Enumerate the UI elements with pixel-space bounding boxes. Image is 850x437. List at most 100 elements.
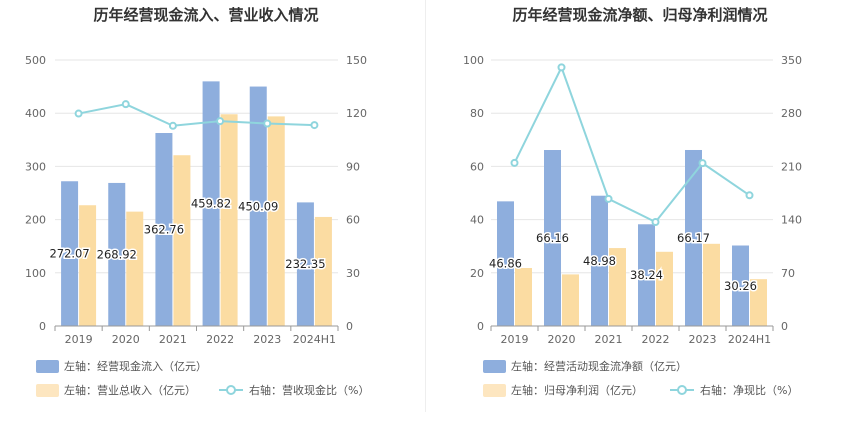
- bar-1-secondary-3[interactable]: [656, 251, 673, 326]
- ratio-line: [510, 63, 754, 227]
- legend-label: 右轴：营收现金比（%）: [249, 383, 369, 397]
- y-right-tick-label: 280: [781, 107, 802, 120]
- ratio-point-5[interactable]: [310, 121, 319, 130]
- ratio-point-0[interactable]: [74, 109, 83, 118]
- bars: [497, 149, 767, 326]
- ratio-point-1[interactable]: [557, 63, 566, 72]
- bar-1-primary-2[interactable]: [591, 195, 608, 326]
- legend-item-ratio[interactable]: 右轴：净现比（%）: [670, 383, 798, 397]
- axes: 0 0 20 70 40 140 60 210 80 280 100 350 2019 2020 2021 2…: [463, 54, 802, 346]
- data-label: 268.92: [97, 247, 137, 261]
- ratio-point-0[interactable]: [510, 158, 519, 167]
- bar-1-primary-0[interactable]: [497, 201, 514, 326]
- ratio-line: [74, 100, 319, 130]
- ratio-point-3[interactable]: [216, 117, 225, 126]
- bar-1-primary-3[interactable]: [638, 224, 655, 326]
- bar-1-primary-5[interactable]: [732, 245, 749, 326]
- bar-1-secondary-2[interactable]: [609, 248, 626, 326]
- x-tick-label: 2021: [595, 333, 623, 346]
- legend-swatch: [36, 384, 59, 397]
- y-right-tick-label: 30: [346, 267, 360, 280]
- bar-1-secondary-0[interactable]: [515, 268, 532, 326]
- y-right-tick-label: 350: [781, 54, 802, 67]
- ratio-point-5[interactable]: [745, 191, 754, 200]
- x-tick-label: 2022: [642, 333, 670, 346]
- bar-1-secondary-4[interactable]: [703, 243, 720, 326]
- y-left-tick-label: 500: [25, 54, 46, 67]
- legend-label: 左轴：归母净利润（亿元）: [511, 383, 643, 397]
- bar-1-primary-4[interactable]: [685, 149, 702, 326]
- x-tick-label: 2023: [689, 333, 717, 346]
- y-right-tick-label: 0: [781, 320, 788, 333]
- legend-label: 左轴：营业总收入（亿元）: [64, 383, 196, 397]
- data-label: 48.98: [583, 254, 616, 268]
- bar-0-primary-2[interactable]: [155, 133, 173, 326]
- y-right-tick-label: 90: [346, 160, 360, 173]
- y-right-tick-label: 140: [781, 214, 802, 227]
- legend-item-net-cashflow[interactable]: 左轴：经营活动现金流净额（亿元）: [483, 359, 687, 373]
- bar-0-primary-1[interactable]: [108, 182, 126, 326]
- legend-label: 右轴：净现比（%）: [700, 383, 798, 397]
- bar-1-secondary-5[interactable]: [750, 279, 767, 326]
- bar-0-primary-5[interactable]: [296, 202, 314, 326]
- ratio-polyline: [78, 103, 315, 127]
- y-right-tick-label: 60: [346, 214, 360, 227]
- legend-marker: [226, 385, 236, 395]
- x-tick-label: 2019: [501, 333, 529, 346]
- bar-1-secondary-1[interactable]: [562, 274, 579, 326]
- x-tick-label: 2019: [65, 333, 93, 346]
- x-tick-label: 2021: [159, 333, 187, 346]
- x-tick-label: 2022: [206, 333, 234, 346]
- ratio-point-3[interactable]: [651, 218, 660, 227]
- ratio-polyline: [513, 64, 751, 224]
- y-left-tick-label: 100: [463, 54, 484, 67]
- data-label: 232.35: [285, 257, 325, 271]
- y-left-tick-label: 20: [470, 267, 484, 280]
- data-label: 272.07: [49, 247, 89, 261]
- data-label: 30.26: [724, 279, 757, 293]
- axes: 0 0 100 30 200 60 300 90 400 120 500 150 2019 2020 202…: [25, 54, 367, 346]
- legend-item-revenue[interactable]: 左轴：营业总收入（亿元）: [36, 383, 196, 397]
- bar-0-secondary-3[interactable]: [220, 114, 238, 326]
- bar-0-secondary-4[interactable]: [267, 116, 285, 326]
- bar-0-primary-4[interactable]: [249, 86, 267, 326]
- legend-swatch: [483, 360, 506, 373]
- y-left-tick-label: 300: [25, 160, 46, 173]
- y-left-tick-label: 80: [470, 107, 484, 120]
- legend-label: 左轴：经营活动现金流净额（亿元）: [511, 359, 687, 373]
- data-label: 362.76: [144, 223, 184, 237]
- legend-item-net-profit[interactable]: 左轴：归母净利润（亿元）: [483, 383, 643, 397]
- data-labels: 272.07 268.92 362.76 459.82 450.09 232.35: [48, 195, 327, 273]
- chart-title: 历年经营现金流净额、归母净利润情况: [512, 6, 767, 24]
- x-tick-label: 2024H1: [728, 333, 771, 346]
- bar-0-secondary-2[interactable]: [173, 155, 191, 326]
- y-right-tick-label: 0: [346, 320, 353, 333]
- legend: 左轴：经营活动现金流净额（亿元） 左轴：归母净利润（亿元） 右轴：净现比（%）: [483, 359, 798, 397]
- bar-0-secondary-0[interactable]: [79, 205, 97, 326]
- bar-0-primary-0[interactable]: [61, 181, 79, 326]
- legend-label: 左轴：经营现金流入（亿元）: [64, 359, 207, 373]
- y-left-tick-label: 0: [39, 320, 46, 333]
- data-label: 66.17: [677, 231, 710, 245]
- data-label: 459.82: [191, 197, 231, 211]
- y-left-tick-label: 0: [477, 320, 484, 333]
- y-left-tick-label: 40: [470, 214, 484, 227]
- ratio-point-4[interactable]: [263, 119, 272, 128]
- y-right-tick-label: 150: [346, 54, 367, 67]
- ratio-point-1[interactable]: [121, 100, 130, 109]
- ratio-point-2[interactable]: [168, 121, 177, 130]
- legend-item-cash-inflow[interactable]: 左轴：经营现金流入（亿元）: [36, 359, 207, 373]
- legend-item-ratio[interactable]: 右轴：营收现金比（%）: [219, 383, 369, 397]
- x-tick-label: 2024H1: [293, 333, 336, 346]
- data-label: 66.16: [536, 231, 569, 245]
- bar-0-primary-3[interactable]: [202, 81, 220, 326]
- bar-0-secondary-5[interactable]: [314, 216, 332, 326]
- bar-0-secondary-1[interactable]: [126, 211, 144, 326]
- data-label: 38.24: [630, 268, 663, 282]
- bar-1-primary-1[interactable]: [544, 150, 561, 326]
- data-labels: 46.86 66.16 48.98 38.24 66.17 30.26: [488, 229, 759, 294]
- ratio-point-2[interactable]: [604, 194, 613, 203]
- y-left-tick-label: 60: [470, 160, 484, 173]
- ratio-point-4[interactable]: [698, 159, 707, 168]
